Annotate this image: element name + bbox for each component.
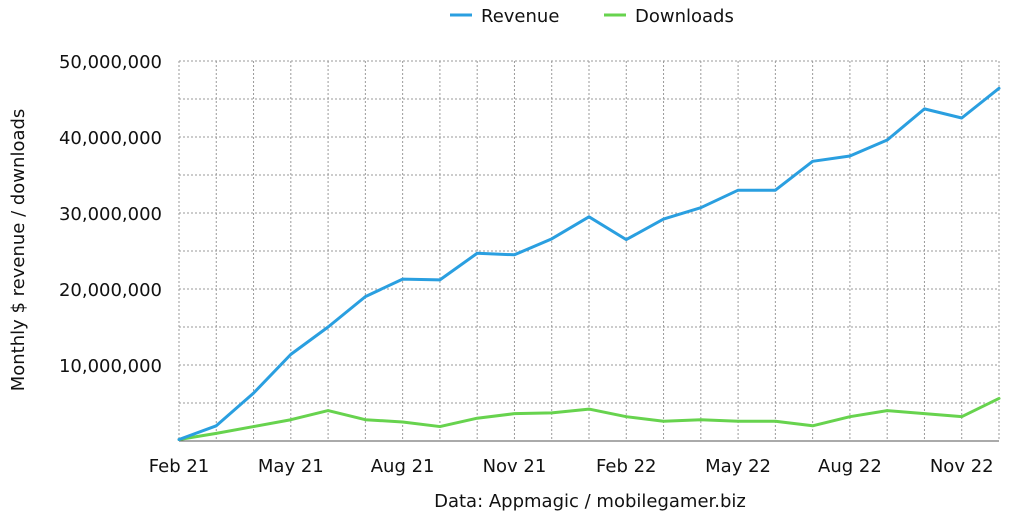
series-lines <box>177 86 1001 441</box>
x-tick-label: Feb 21 <box>149 456 210 477</box>
x-axis-title: Data: Appmagic / mobilegamer.biz <box>434 491 746 512</box>
y-axis-title: Monthly $ revenue / downloads <box>8 109 29 392</box>
grid <box>178 60 1000 442</box>
x-tick-label: May 22 <box>705 456 771 477</box>
x-tick-label: Aug 21 <box>371 456 435 477</box>
legend-label-downloads: Downloads <box>635 6 734 27</box>
x-tick-label: Nov 22 <box>930 456 994 477</box>
y-tick-label: 10,000,000 <box>59 356 162 377</box>
y-axis-ticks: 10,000,000 20,000,000 30,000,000 40,000,000… <box>59 52 162 377</box>
series-line-downloads <box>177 396 1001 441</box>
legend: Revenue Downloads <box>450 6 734 27</box>
y-tick-label: 50,000,000 <box>59 52 162 73</box>
x-tick-label: Aug 22 <box>818 456 882 477</box>
x-axis-ticks: Feb 21 May 21 Aug 21 Nov 21 Feb 22 May 22 Aug … <box>149 456 994 477</box>
legend-label-revenue: Revenue <box>481 6 559 27</box>
y-tick-label: 20,000,000 <box>59 280 162 301</box>
y-tick-label: 30,000,000 <box>59 204 162 225</box>
x-tick-label: Feb 22 <box>596 456 657 477</box>
y-tick-label: 40,000,000 <box>59 128 162 149</box>
x-tick-label: Nov 21 <box>483 456 547 477</box>
x-tick-label: May 21 <box>258 456 324 477</box>
series-line-revenue <box>177 86 1001 441</box>
